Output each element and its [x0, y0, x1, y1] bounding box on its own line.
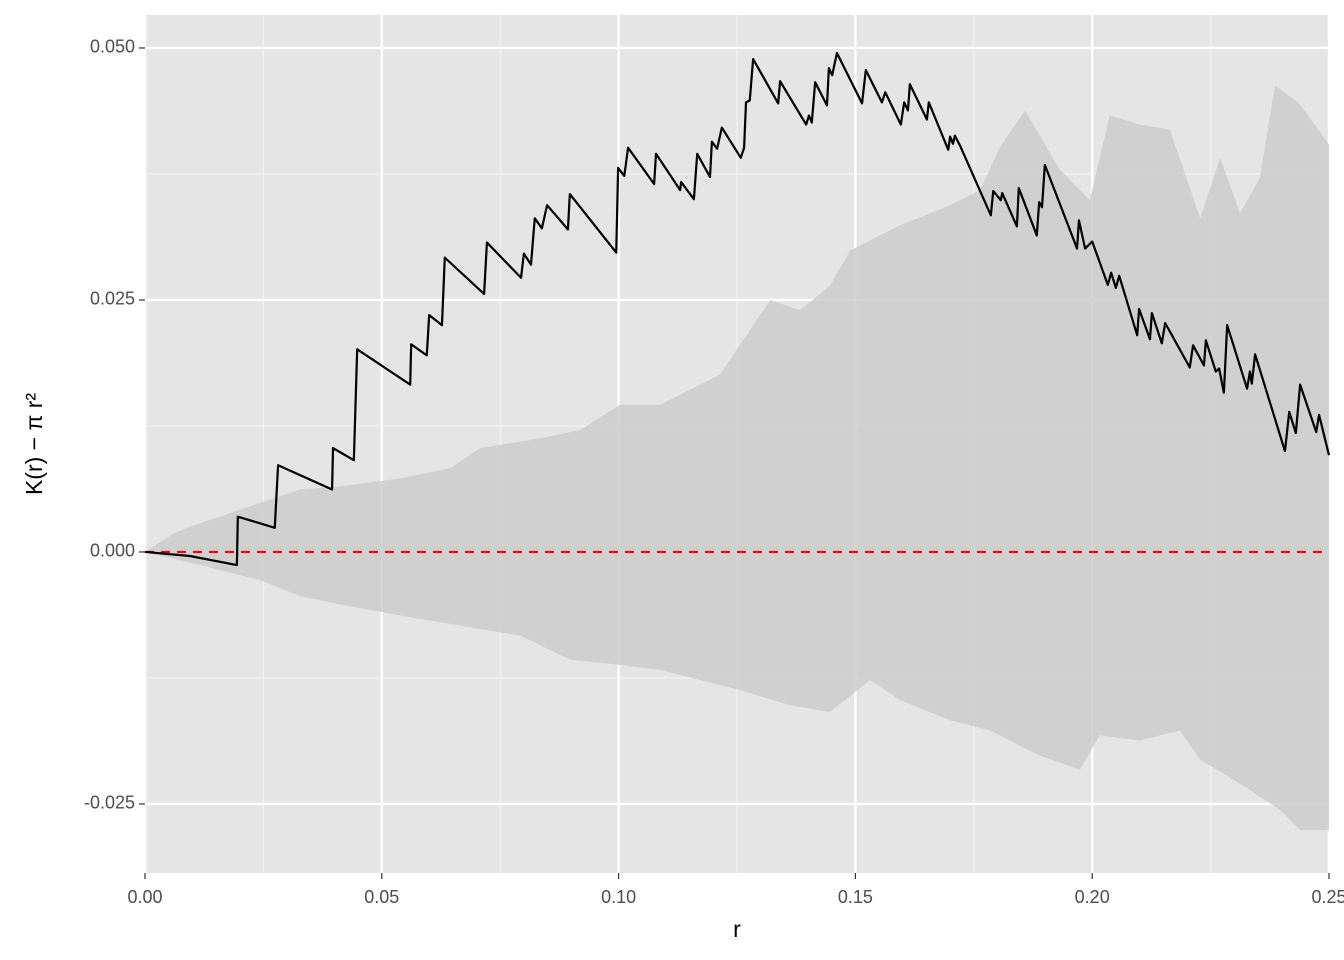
envelope-area	[145, 85, 1329, 552]
y-tick-label: 0.000	[90, 541, 135, 561]
x-tick-label: 0.00	[127, 887, 162, 907]
y-axis-title: K(r) − π r²	[21, 393, 47, 495]
x-axis-title: r	[733, 916, 741, 942]
data-line	[144, 51, 1331, 567]
y-tick-label: 0.025	[90, 289, 135, 309]
envelope-area	[145, 551, 1329, 831]
x-tick-label: 0.20	[1075, 887, 1110, 907]
x-tick-label: 0.25	[1311, 887, 1344, 907]
x-tick-label: 0.15	[838, 887, 873, 907]
y-tick-label: -0.025	[84, 793, 135, 813]
x-tick-label: 0.05	[364, 887, 399, 907]
x-tick-label: 0.10	[601, 887, 636, 907]
y-tick-label: 0.050	[90, 37, 135, 57]
